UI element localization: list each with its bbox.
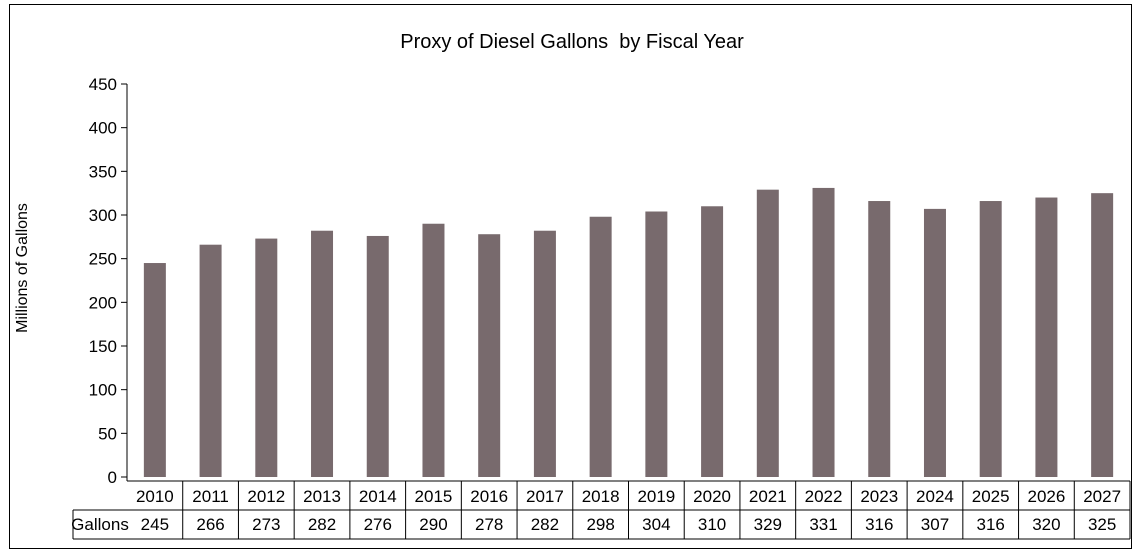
bar (979, 201, 1002, 477)
y-tick-label: 400 (89, 119, 117, 138)
table-value: 320 (1032, 515, 1060, 534)
x-category-label: 2015 (415, 487, 453, 506)
x-category-label: 2013 (303, 487, 341, 506)
bar (478, 234, 501, 477)
bar (255, 238, 278, 477)
table-value: 282 (531, 515, 559, 534)
table-value: 325 (1088, 515, 1116, 534)
bar (1091, 193, 1114, 477)
table-value: 316 (977, 515, 1005, 534)
y-tick-label: 350 (89, 162, 117, 181)
x-category-label: 2020 (693, 487, 731, 506)
x-category-label: 2023 (860, 487, 898, 506)
bar (868, 201, 891, 477)
y-axis-label: Millions of Gallons (14, 203, 31, 333)
chart-title: Proxy of Diesel Gallons by Fiscal Year (400, 31, 744, 53)
bar (533, 230, 556, 477)
table-value: 310 (698, 515, 726, 534)
x-category-label: 2021 (749, 487, 787, 506)
y-tick-label: 300 (89, 206, 117, 225)
table-value: 245 (141, 515, 169, 534)
x-category-label: 2014 (359, 487, 397, 506)
bar (422, 223, 445, 477)
bar (311, 230, 334, 477)
x-category-label: 2016 (470, 487, 508, 506)
bar (701, 206, 724, 477)
plot-area: 0 50 100 150 200 250 300 350 400 450 2010 2011 2012 2… (71, 75, 1131, 540)
table-value: 266 (196, 515, 224, 534)
y-tick-label: 150 (89, 337, 117, 356)
bar (756, 189, 779, 477)
bar (1035, 197, 1058, 478)
bar (812, 187, 835, 477)
table-value: 282 (308, 515, 336, 534)
x-category-label: 2022 (805, 487, 843, 506)
y-tick-label: 0 (108, 468, 117, 487)
table-value: 290 (419, 515, 447, 534)
x-category-label: 2024 (916, 487, 954, 506)
bar (589, 216, 612, 477)
x-category-label: 2025 (972, 487, 1010, 506)
y-tick-label: 200 (89, 293, 117, 312)
table-value: 307 (921, 515, 949, 534)
table-value: 278 (475, 515, 503, 534)
x-category-label: 2011 (192, 487, 229, 506)
x-category-label: 2010 (136, 487, 174, 506)
bar (366, 235, 389, 477)
x-category-label: 2026 (1028, 487, 1066, 506)
table-value: 276 (364, 515, 392, 534)
x-category-label: 2027 (1083, 487, 1121, 506)
table-value: 298 (586, 515, 614, 534)
bar (143, 263, 166, 477)
table-value: 316 (865, 515, 893, 534)
table-value: 331 (809, 515, 837, 534)
bar (199, 244, 222, 477)
y-tick-label: 100 (89, 381, 117, 400)
y-tick-label: 250 (89, 250, 117, 269)
y-tick-label: 50 (98, 424, 117, 443)
x-category-label: 2012 (247, 487, 285, 506)
y-tick-label: 450 (89, 75, 117, 94)
x-category-label: 2019 (637, 487, 675, 506)
table-value: 273 (252, 515, 280, 534)
table-value: 329 (754, 515, 782, 534)
x-category-label: 2018 (582, 487, 620, 506)
bar (645, 211, 668, 478)
table-series-label: Gallons (71, 515, 129, 534)
table-value: 304 (642, 515, 670, 534)
bar (923, 208, 946, 478)
x-category-label: 2017 (526, 487, 564, 506)
